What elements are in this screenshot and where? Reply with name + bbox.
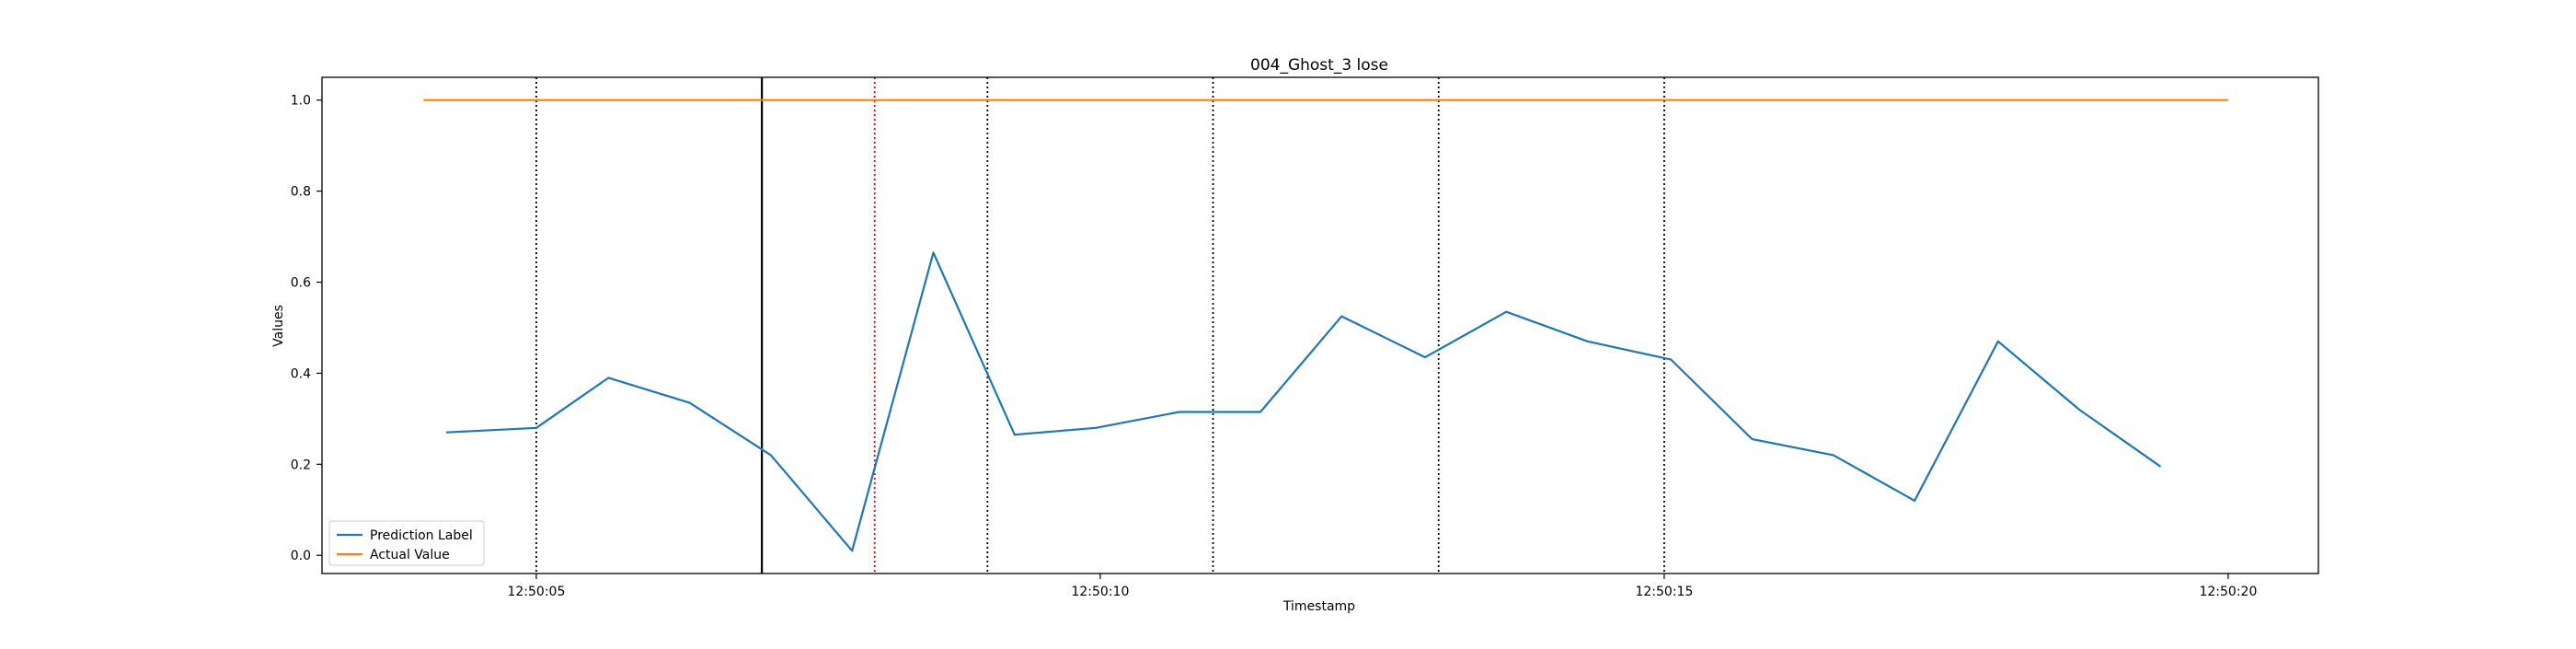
plot-layer — [423, 77, 2228, 574]
y-tick-label: 1.0 — [291, 94, 311, 109]
x-tick-label: 12:50:15 — [1635, 585, 1693, 599]
legend-entry-label: Prediction Label — [370, 528, 473, 543]
y-tick-label: 0.2 — [291, 458, 311, 472]
x-tick-label: 12:50:10 — [1071, 585, 1129, 599]
legend-box — [328, 520, 485, 566]
y-tick-label: 0.6 — [291, 276, 311, 291]
y-tick-label: 0.8 — [291, 185, 311, 200]
x-axis-label: Timestamp — [1282, 599, 1355, 614]
legend-entry-label: Actual Value — [370, 548, 450, 562]
y-tick-label: 0.4 — [291, 366, 311, 381]
legend: Prediction Label Actual Value — [328, 520, 485, 566]
y-axis-label: Values — [271, 305, 286, 347]
y-tick-label: 0.0 — [291, 549, 311, 563]
plot-frame — [321, 76, 2319, 574]
axes-layer: 0.0 0.2 0.4 0.6 0.8 1.0 12:50:05 12:50:10 12:50:… — [291, 94, 2258, 599]
x-tick-label: 12:50:05 — [507, 585, 565, 599]
chart-title: 004_Ghost_3 lose — [1250, 56, 1388, 75]
prediction-label-series-line — [445, 251, 2162, 552]
x-tick-label: 12:50:20 — [2199, 585, 2257, 599]
